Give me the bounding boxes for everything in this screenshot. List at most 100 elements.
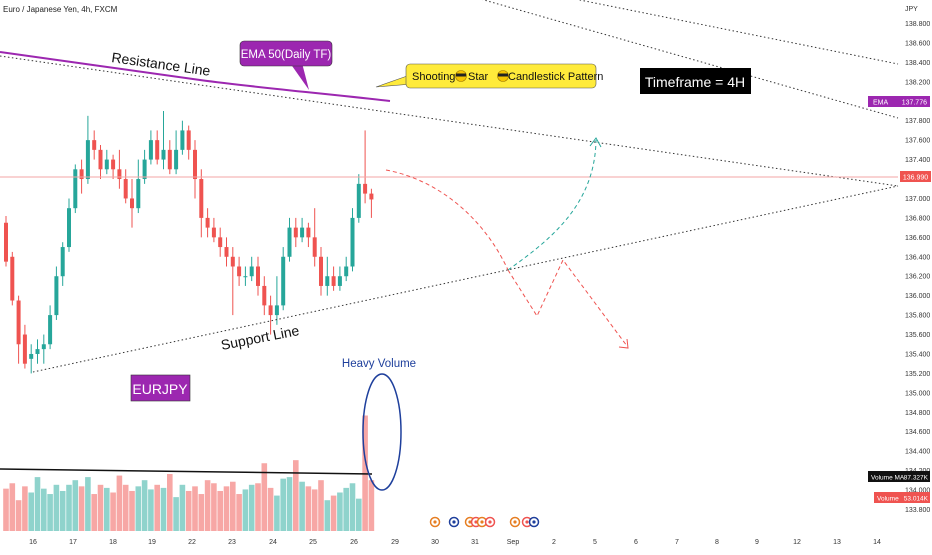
candle-body — [136, 179, 141, 209]
candle-body — [92, 140, 97, 150]
heavy-volume-circle — [362, 373, 402, 491]
candle-body — [300, 227, 305, 238]
last-price-badge: 136.990 — [900, 171, 931, 182]
candle-body — [193, 149, 197, 180]
volume-bar — [230, 481, 236, 531]
ema-callout-text: EMA 50(Daily TF) — [241, 49, 332, 61]
price-tick-label: 138.400 — [905, 60, 930, 67]
candle-body — [79, 169, 84, 180]
timeframe-label[interactable]: Timeframe = 4H — [640, 68, 751, 94]
resistance-line[interactable] — [0, 55, 899, 187]
time-tick-label: 14 — [873, 539, 881, 546]
price-scale[interactable]: 133.800134.000134.200134.400134.600134.8… — [905, 21, 930, 514]
upper-channel-line[interactable] — [470, 0, 899, 119]
volume-bar — [343, 487, 349, 531]
volume-bar — [91, 494, 97, 531]
time-scale[interactable]: 16 17 18 19 22 23 24 25 26 29 30 31 Sep 2 5 6 7 8 9 12 13 14 — [29, 539, 881, 546]
volume-bar — [305, 486, 312, 531]
candle-body — [155, 140, 160, 160]
volume-bar — [299, 481, 305, 531]
volume-ma-value: 87.327K — [904, 475, 929, 482]
volume-bar — [356, 498, 362, 531]
candle-body — [237, 266, 242, 277]
candle-body — [306, 227, 311, 238]
candle-body — [22, 334, 27, 364]
price-tick-label: 134.800 — [905, 410, 930, 417]
volume-bar — [110, 492, 116, 531]
price-tick-label: 135.400 — [905, 351, 930, 358]
price-tick-label: 135.800 — [905, 313, 930, 320]
candle-body — [274, 305, 279, 316]
volume-bar — [9, 483, 16, 531]
price-tick-label: 136.600 — [905, 235, 930, 242]
volume-ma-name: Volume MA — [871, 475, 905, 482]
volume-bar — [280, 478, 286, 531]
time-tick-label: 19 — [148, 539, 156, 546]
candle-body — [186, 130, 191, 150]
volume-bar — [255, 483, 261, 531]
volume-bar — [324, 500, 331, 531]
candle-body — [344, 266, 349, 277]
event-icon-dot — [474, 520, 478, 524]
volume-bar — [15, 500, 22, 531]
candle-body — [174, 149, 179, 170]
candle-body — [67, 208, 71, 248]
volume-bar — [167, 474, 173, 531]
price-tick-label: 137.600 — [905, 138, 930, 145]
volume-bar — [129, 490, 135, 531]
candle-body — [218, 237, 223, 248]
time-tick-label: 31 — [471, 539, 479, 546]
candle-body — [350, 217, 355, 267]
timeframe-box — [640, 68, 751, 94]
event-icon-dot — [468, 520, 472, 524]
volume-name: Volume — [877, 496, 899, 503]
support-label[interactable]: Support Line — [220, 322, 301, 353]
bear-projection-2 — [507, 259, 628, 347]
sunglasses-emoji-icon-2 — [497, 70, 509, 82]
volume-value: 53.014K — [904, 496, 929, 503]
timeframe-text: Timeframe = 4H — [645, 74, 745, 90]
shooting-star-text-pre: Shooting — [412, 71, 455, 83]
volume-bar — [223, 486, 230, 531]
volume-bar — [66, 484, 72, 531]
volume-bar — [135, 486, 142, 531]
ema50-line[interactable] — [0, 51, 391, 102]
volume-bar — [97, 484, 104, 531]
volume-bar — [318, 480, 324, 531]
volume-bar — [242, 489, 249, 531]
volume-bar — [59, 490, 66, 531]
time-tick-label: 30 — [431, 539, 439, 546]
ema-callout-pointer — [290, 63, 309, 90]
support-line[interactable] — [32, 185, 899, 373]
shooting-star-callout[interactable]: Shooting Star Candlestick Pattern — [375, 63, 603, 89]
pair-box — [130, 374, 191, 402]
volume-bar — [22, 486, 28, 531]
ema-badge-value: 137.776 — [902, 100, 927, 107]
pair-label[interactable]: EURJPY — [130, 374, 191, 402]
event-icon-dot — [433, 520, 437, 524]
time-tick-label: 24 — [269, 539, 277, 546]
economic-event-icons[interactable] — [429, 516, 540, 528]
candle-body — [48, 315, 53, 345]
heavy-volume-label[interactable]: Heavy Volume — [342, 358, 416, 370]
candle-body — [319, 256, 323, 286]
price-tick-label: 137.000 — [905, 196, 930, 203]
candle-body — [54, 276, 59, 316]
event-icon-dot — [480, 520, 484, 524]
volume-bar — [267, 487, 274, 531]
volume-bar — [72, 480, 79, 531]
candle-body — [331, 276, 336, 286]
candle-body — [35, 349, 40, 354]
candle-body — [180, 130, 185, 150]
volume-bar — [179, 484, 186, 531]
upper-channel-line-2[interactable] — [560, 0, 899, 65]
ema-callout[interactable]: EMA 50(Daily TF) — [239, 40, 333, 90]
volume-bar — [192, 486, 198, 531]
candle-body — [199, 179, 204, 218]
time-tick-label: 9 — [755, 539, 759, 546]
time-tick-label: Sep — [507, 539, 520, 546]
shooting-star-text-mid: Star — [468, 71, 489, 83]
event-icon-dot — [532, 520, 536, 524]
